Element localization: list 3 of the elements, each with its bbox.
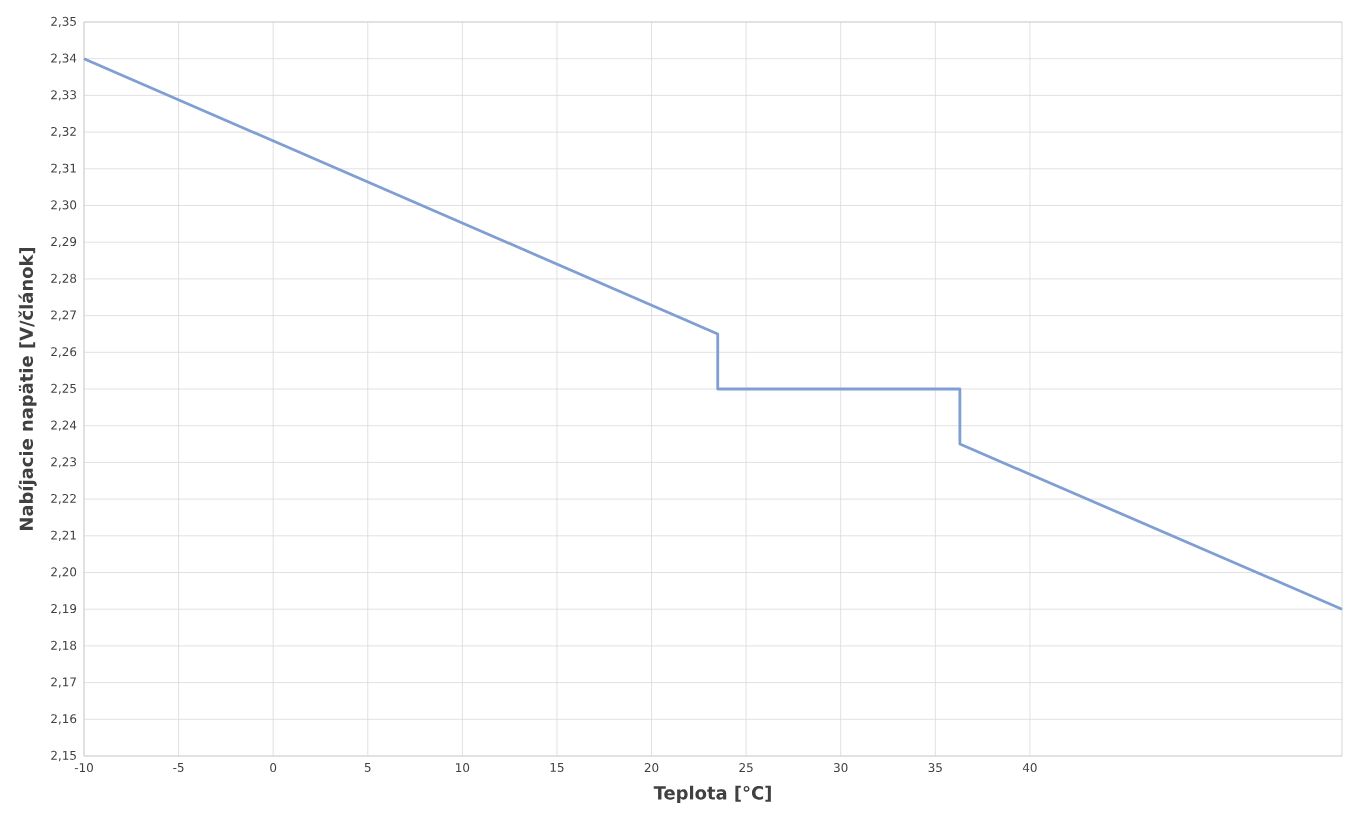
y-axis-title: Nabíjacie napätie [V/článok] bbox=[18, 247, 37, 530]
x-axis-title: Teplota [°C] bbox=[653, 785, 771, 804]
line-series bbox=[82, 57, 1344, 611]
